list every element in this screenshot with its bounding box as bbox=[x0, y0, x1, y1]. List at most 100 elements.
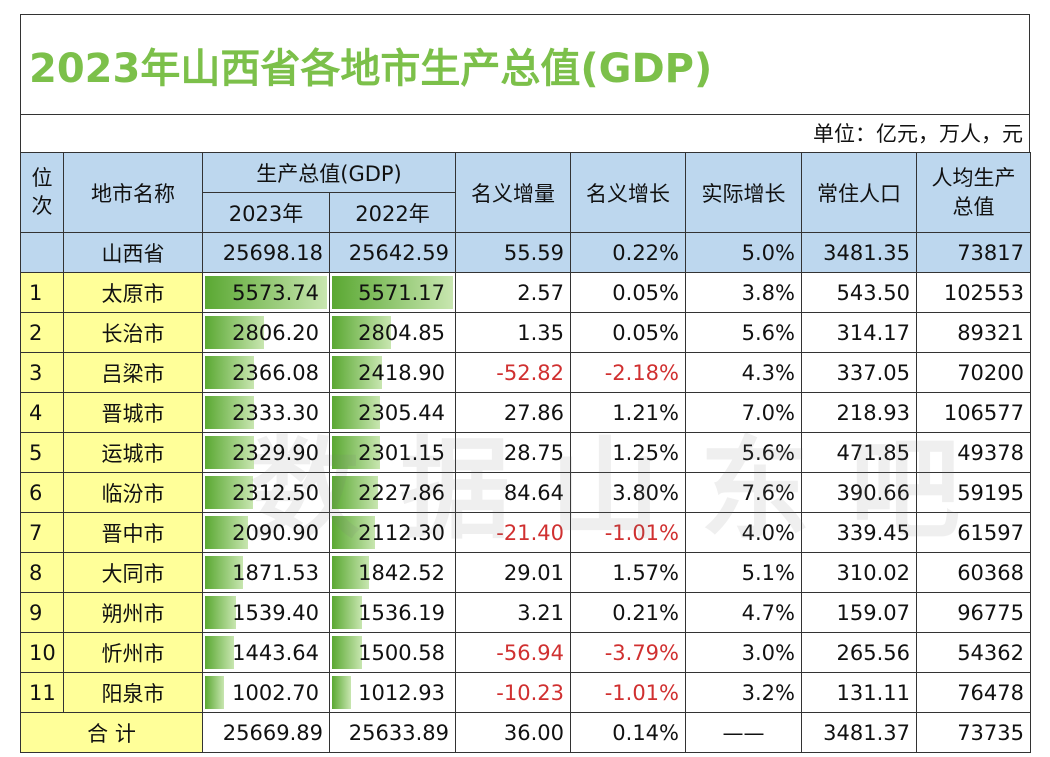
gdp-value: 1012.93 bbox=[358, 680, 445, 705]
gdp-2023-cell: 2366.08 bbox=[202, 352, 330, 393]
rank-cell: 7 bbox=[20, 512, 64, 553]
data-bar bbox=[332, 396, 380, 429]
gdp-value: 1443.64 bbox=[232, 640, 319, 665]
nominal-growth-cell: -3.79% bbox=[570, 632, 686, 673]
table-row: 6 临汾市 2312.50 2227.86 84.64 3.80% 7.6% 390.66 59… bbox=[20, 472, 1031, 513]
per-capita-cell: 54362 bbox=[916, 632, 1031, 673]
gdp-value: 2333.30 bbox=[232, 400, 319, 425]
city-name-cell: 长治市 bbox=[63, 312, 203, 353]
data-bar bbox=[205, 556, 244, 589]
gdp-value: 2329.90 bbox=[232, 440, 319, 465]
nominal-growth-cell: 0.05% bbox=[570, 312, 686, 353]
data-bar bbox=[205, 356, 255, 389]
gdp-2023-cell: 1871.53 bbox=[202, 552, 330, 593]
gdp-value: 5571.17 bbox=[358, 280, 445, 305]
table-row: 3 吕梁市 2366.08 2418.90 -52.82 -2.18% 4.3% 337.05… bbox=[20, 352, 1031, 393]
gdp-2022-cell: 2301.15 bbox=[329, 432, 456, 473]
header-city: 地市名称 bbox=[63, 152, 203, 233]
nominal-growth-cell: 0.05% bbox=[570, 272, 686, 313]
increment-cell: -56.94 bbox=[455, 632, 571, 673]
real-growth-cell: 7.6% bbox=[685, 472, 802, 513]
real-growth-cell: 3.8% bbox=[685, 272, 802, 313]
real-growth-cell: 5.1% bbox=[685, 552, 802, 593]
province-real-growth: 5.0% bbox=[685, 232, 802, 273]
gdp-table-container: 2023年山西省各地市生产总值(GDP) 单位：亿元，万人，元 位次 地市名称 … bbox=[20, 14, 1031, 753]
per-capita-cell: 96775 bbox=[916, 592, 1031, 633]
increment-cell: -21.40 bbox=[455, 512, 571, 553]
header-year-2023: 2023年 bbox=[202, 192, 330, 233]
gdp-2023-cell: 2329.90 bbox=[202, 432, 330, 473]
per-capita-cell: 70200 bbox=[916, 352, 1031, 393]
gdp-value: 2301.15 bbox=[358, 440, 445, 465]
rank-cell: 8 bbox=[20, 552, 64, 593]
nominal-growth-cell: 1.21% bbox=[570, 392, 686, 433]
rank-cell: 1 bbox=[20, 272, 64, 313]
city-name-cell: 太原市 bbox=[63, 272, 203, 313]
population-cell: 314.17 bbox=[801, 312, 917, 353]
gdp-2023-cell: 5573.74 bbox=[202, 272, 330, 313]
header-nominal-increment: 名义增量 bbox=[455, 152, 571, 233]
gdp-value: 2806.20 bbox=[232, 320, 319, 345]
per-capita-cell: 76478 bbox=[916, 672, 1031, 713]
gdp-value: 2366.08 bbox=[232, 360, 319, 385]
rank-cell: 11 bbox=[20, 672, 64, 713]
gdp-value: 1539.40 bbox=[232, 600, 319, 625]
header-rank: 位次 bbox=[20, 152, 64, 233]
header-real-growth: 实际增长 bbox=[685, 152, 802, 233]
rank-cell: 3 bbox=[20, 352, 64, 393]
nominal-growth-cell: 1.25% bbox=[570, 432, 686, 473]
gdp-value: 2112.30 bbox=[358, 520, 445, 545]
data-bar bbox=[205, 516, 249, 549]
gdp-value: 2090.90 bbox=[232, 520, 319, 545]
population-cell: 390.66 bbox=[801, 472, 917, 513]
province-gdp-2022: 25642.59 bbox=[329, 232, 456, 273]
province-nominal-growth: 0.22% bbox=[570, 232, 686, 273]
table-row: 11 阳泉市 1002.70 1012.93 -10.23 -1.01% 3.2% 131.1… bbox=[20, 672, 1031, 713]
total-population: 3481.37 bbox=[801, 712, 917, 753]
population-cell: 131.11 bbox=[801, 672, 917, 713]
data-bar bbox=[332, 436, 380, 469]
total-per-capita: 73735 bbox=[916, 712, 1031, 753]
header-gdp: 生产总值(GDP) bbox=[202, 152, 456, 193]
city-name-cell: 阳泉市 bbox=[63, 672, 203, 713]
real-growth-cell: 3.0% bbox=[685, 632, 802, 673]
population-cell: 339.45 bbox=[801, 512, 917, 553]
data-bar bbox=[332, 516, 376, 549]
title-box: 2023年山西省各地市生产总值(GDP) bbox=[20, 14, 1030, 114]
total-gdp-2022: 25633.89 bbox=[329, 712, 456, 753]
rank-cell: 10 bbox=[20, 632, 64, 673]
total-nominal-growth: 0.14% bbox=[570, 712, 686, 753]
increment-cell: 28.75 bbox=[455, 432, 571, 473]
data-bar bbox=[205, 396, 254, 429]
data-bar bbox=[332, 476, 378, 509]
per-capita-cell: 89321 bbox=[916, 312, 1031, 353]
city-name-cell: 大同市 bbox=[63, 552, 203, 593]
data-bar bbox=[205, 276, 327, 309]
gdp-2022-cell: 2804.85 bbox=[329, 312, 456, 353]
data-bar bbox=[205, 676, 224, 709]
city-name-cell: 晋城市 bbox=[63, 392, 203, 433]
gdp-value: 1536.19 bbox=[358, 600, 445, 625]
gdp-2022-cell: 5571.17 bbox=[329, 272, 456, 313]
increment-cell: 29.01 bbox=[455, 552, 571, 593]
rank-cell: 9 bbox=[20, 592, 64, 633]
gdp-2023-cell: 1539.40 bbox=[202, 592, 330, 633]
gdp-2022-cell: 1500.58 bbox=[329, 632, 456, 673]
gdp-value: 2418.90 bbox=[358, 360, 445, 385]
rank-cell: 2 bbox=[20, 312, 64, 353]
table-row: 8 大同市 1871.53 1842.52 29.01 1.57% 5.1% 310.02 60… bbox=[20, 552, 1031, 593]
gdp-value: 2305.44 bbox=[358, 400, 445, 425]
gdp-2023-cell: 2333.30 bbox=[202, 392, 330, 433]
gdp-value: 1842.52 bbox=[358, 560, 445, 585]
province-per-capita: 73817 bbox=[916, 232, 1031, 273]
real-growth-cell: 4.7% bbox=[685, 592, 802, 633]
population-cell: 471.85 bbox=[801, 432, 917, 473]
per-capita-cell: 59195 bbox=[916, 472, 1031, 513]
per-capita-cell: 102553 bbox=[916, 272, 1031, 313]
table-row: 10 忻州市 1443.64 1500.58 -56.94 -3.79% 3.0% 265.5… bbox=[20, 632, 1031, 673]
table-row: 5 运城市 2329.90 2301.15 28.75 1.25% 5.6% 471.85 49… bbox=[20, 432, 1031, 473]
nominal-growth-cell: -2.18% bbox=[570, 352, 686, 393]
table-row: 9 朔州市 1539.40 1536.19 3.21 0.21% 4.7% 159.07 967… bbox=[20, 592, 1031, 633]
increment-cell: -52.82 bbox=[455, 352, 571, 393]
increment-cell: 1.35 bbox=[455, 312, 571, 353]
